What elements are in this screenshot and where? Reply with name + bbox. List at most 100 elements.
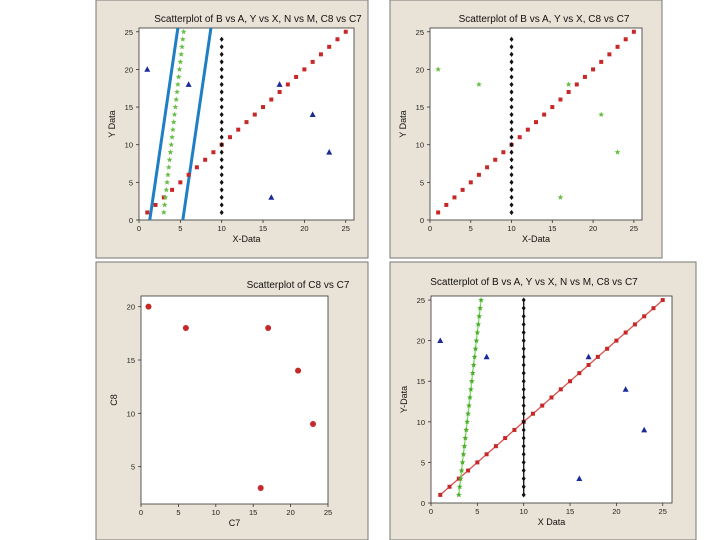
point-y-vs-x [471,353,478,360]
point-c8-vs-c7 [185,81,192,87]
y-tick-label: 10 [416,141,424,150]
point-c8-vs-c7 [257,485,264,491]
point-y-vs-x [467,394,473,400]
point-b-vs-a [501,150,506,155]
point-b-vs-a [651,306,656,311]
point-n-vs-m [521,378,526,384]
point-b-vs-a [244,120,249,125]
point-b-vs-a [153,202,158,207]
point-n-vs-m [509,74,514,80]
point-b-vs-a [614,338,619,343]
point-b-vs-a [211,150,216,155]
point-b-vs-a [460,187,465,192]
point-b-vs-a [227,135,232,140]
point-n-vs-m [521,459,526,466]
point-y-vs-x [460,451,467,457]
point-b-vs-a [595,354,600,359]
plot-content [144,28,348,220]
point-b-vs-a [186,172,191,177]
point-y-vs-x [175,81,181,87]
y-tick-label: 25 [417,296,425,305]
point-b-vs-a [550,105,555,110]
point-n-vs-m [219,96,224,103]
x-tick-label: 20 [589,224,597,233]
point-y-vs-x [177,58,184,65]
point-n-vs-m [509,66,514,73]
y-tick-label: 5 [129,178,133,187]
x-tick-label: 10 [520,507,528,516]
point-b-vs-a [261,105,266,110]
point-b-vs-a [582,74,587,79]
x-tick-label: 25 [342,224,350,233]
point-y-vs-x [468,386,474,392]
point-b-vs-a [203,157,208,162]
point-y-vs-x [458,467,465,473]
x-axis-label: X-Data [522,234,550,244]
point-n-vs-m [219,194,224,201]
point-y-vs-x [169,134,175,140]
x-tick-label: 25 [324,508,332,517]
y-tick-label: 10 [417,418,425,427]
point-n-vs-m [509,127,514,133]
point-y-vs-x [165,171,171,178]
point-b-vs-a [452,195,457,200]
point-n-vs-m [521,419,526,425]
x-tick-label: 15 [249,508,257,517]
x-tick-label: 5 [178,224,182,233]
y-tick-label: 20 [416,65,424,74]
point-b-vs-a [586,363,591,367]
chart-1: Scatterplot of B vs A, Y vs X, N vs M, C… [95,0,369,259]
point-b-vs-a [335,37,340,42]
y-axis-label: Y-Data [399,386,409,413]
point-n-vs-m [219,187,224,193]
x-tick-label: 25 [630,224,638,233]
point-n-vs-m [509,44,514,50]
point-y-vs-x [457,475,464,482]
y-tick-label: 20 [127,303,135,312]
point-n-vs-m [219,111,224,118]
point-n-vs-m [521,467,526,474]
point-y-vs-x [170,119,177,125]
point-n-vs-m [521,492,526,498]
point-n-vs-m [521,427,526,433]
point-y-vs-x [464,418,470,425]
point-n-vs-m [509,194,514,201]
point-b-vs-a [476,172,481,177]
point-b-vs-a [269,97,274,102]
point-n-vs-m [219,66,224,73]
point-b-vs-a [542,112,547,117]
point-y-vs-x [174,89,180,95]
y-tick-label: 15 [125,103,133,112]
point-y-vs-x [178,51,184,57]
point-y-vs-x [459,459,466,465]
point-n-vs-m [521,354,526,360]
x-tick-label: 25 [659,507,667,516]
point-b-vs-a [485,165,490,170]
point-y-vs-x [477,305,483,311]
point-n-vs-m [521,297,526,303]
point-n-vs-m [219,89,224,95]
point-c8-vs-c7 [557,194,564,200]
point-n-vs-m [521,386,526,392]
point-c8-vs-c7 [145,303,152,310]
point-b-vs-a [327,44,332,49]
y-axis-label: C8 [109,394,119,406]
point-b-vs-a [194,165,199,170]
point-n-vs-m [219,164,224,170]
point-n-vs-m [509,172,514,178]
plot-area [140,295,329,505]
point-n-vs-m [521,451,526,457]
y-tick-label: 5 [420,178,424,187]
y-tick-label: 10 [125,141,133,150]
x-tick-label: 15 [566,507,574,516]
point-b-vs-a [632,322,637,327]
point-n-vs-m [509,134,514,140]
point-c8-vs-c7 [437,337,444,344]
point-c8-vs-c7 [144,66,151,72]
y-axis-label: Y Data [398,110,408,137]
point-n-vs-m [521,305,526,311]
x-tick-label: 5 [469,224,473,233]
point-y-vs-x [161,209,167,215]
point-n-vs-m [521,338,526,344]
x-tick-label: 20 [300,224,308,233]
